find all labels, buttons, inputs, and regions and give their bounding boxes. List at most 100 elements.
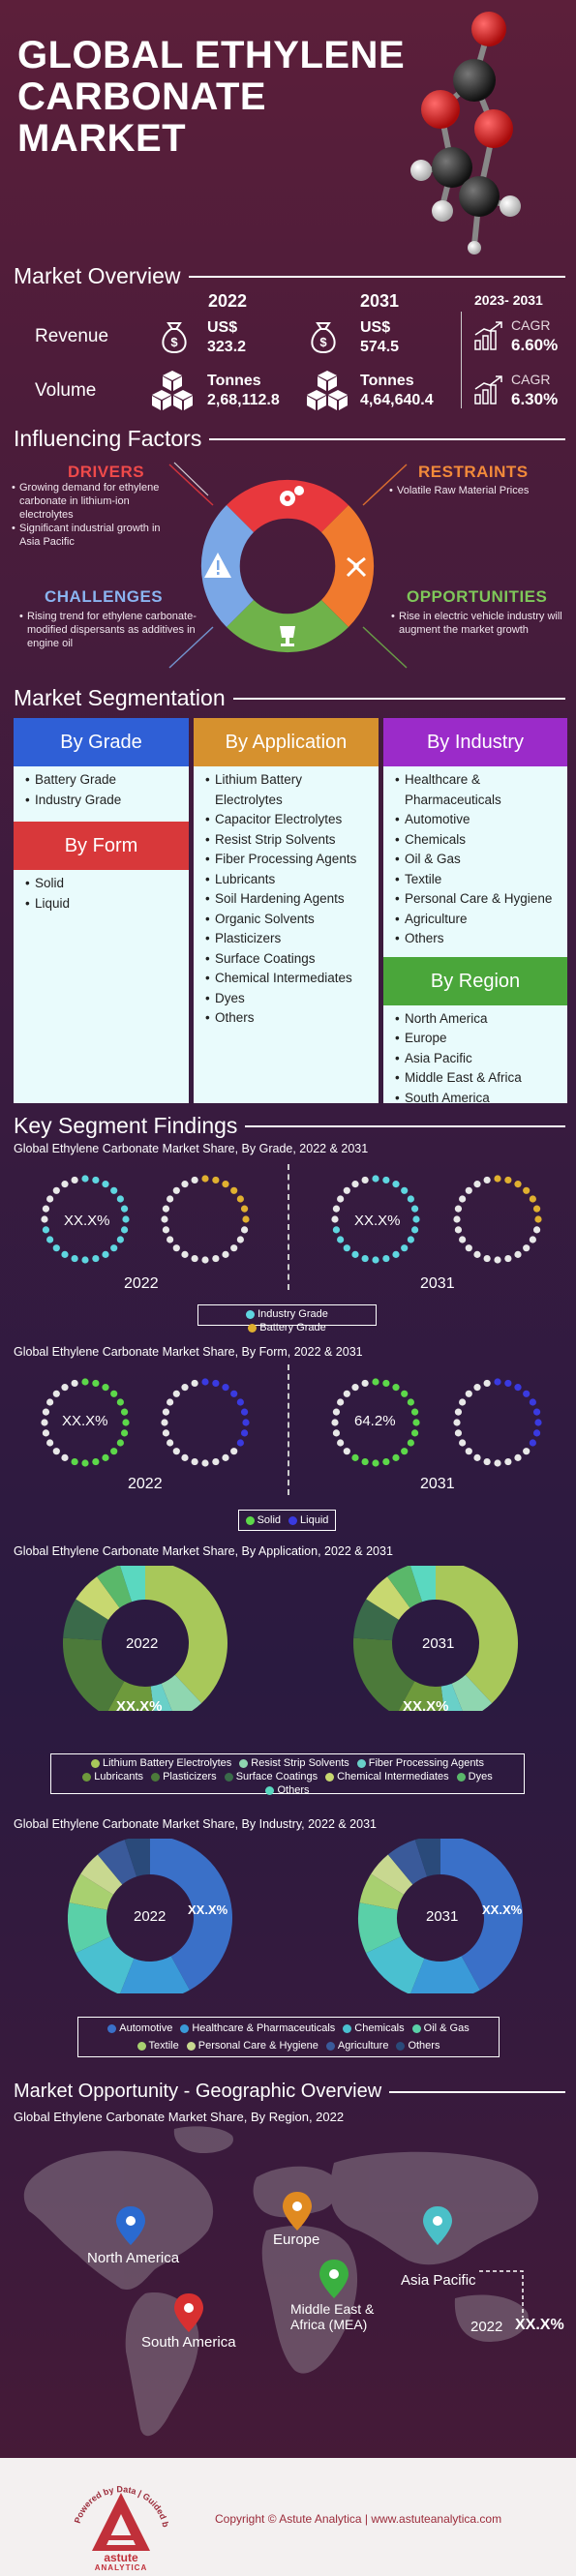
list-item: Battery Grade [25,770,181,791]
ring-dot [361,1457,369,1466]
legend-label: Automotive [119,2022,173,2034]
ring-dot [392,1250,400,1258]
donut-slice [353,1599,400,1641]
list-item: Soil Hardening Agents [205,889,371,910]
ring-dot [361,1379,369,1388]
ring-dot [230,1186,238,1194]
ring-dot [401,1244,409,1252]
ring-dot [42,1408,50,1416]
ring-dot [532,1205,541,1213]
by-form-list: Solid Liquid [14,870,189,917]
ring-dot [494,1459,501,1467]
legend-item: Lubricants [82,1771,143,1782]
industry-center-b: 2031 [426,1908,459,1925]
ring-dot [412,1419,420,1426]
ring-dot [332,1226,341,1234]
factors-heading-text: Influencing Factors [14,426,202,451]
application-center-a: 2022 [126,1635,159,1652]
ring-dot [236,1236,244,1243]
region-label-mea: Middle East & Africa (MEA) [290,2301,374,2332]
cubes-icon [152,371,193,410]
donut-slice [63,1637,125,1711]
geography-subtitle: Global Ethylene Carbonate Market Share, … [14,2110,345,2124]
ring-dot [236,1439,244,1447]
grade-year-b: 2031 [420,1275,455,1292]
legend-label: Fiber Processing Agents [368,1757,484,1769]
donut-slice [63,1599,109,1641]
legend-label: Plasticizers [163,1771,217,1782]
ring-dot [116,1195,124,1203]
list-item: Automotive [395,810,560,830]
legend-item: Lithium Battery Electrolytes [91,1757,231,1769]
geography-heading: Market Opportunity - Geographic Overview [14,2081,565,2103]
challenges-list: Rising trend for ethylene carbonate-modi… [19,610,198,650]
asia-pacific-pin [423,2206,452,2245]
legend-label: Chemicals [354,2022,405,2034]
ring-dot [454,1408,463,1416]
legend-label: Healthcare & Pharmaceuticals [192,2022,336,2034]
ring-dot [351,1250,359,1258]
volume-unit-start: Tonnes [207,373,261,389]
ring-dot [92,1254,100,1263]
factors-wheel [168,462,408,669]
ring-dot [120,1408,129,1416]
svg-text:$: $ [170,335,178,349]
form-legend: Solid Liquid [238,1510,336,1531]
ring-dot [122,1215,130,1223]
ring-dot [230,1448,238,1455]
donut-slice [371,1854,413,1895]
ring-dot [331,1215,339,1223]
ring-dot [81,1459,89,1467]
ring-dot [102,1384,109,1392]
ring-dot [42,1205,50,1213]
donut-slice [97,1840,137,1885]
volume-unit-end: Tonnes [360,373,414,389]
volume-start: Tonnes 2,68,112.8 [207,372,280,410]
list-item: Oil & Gas [395,850,560,870]
ring-dot [523,1244,531,1252]
list-item: Asia Pacific [395,1049,560,1069]
revenue-end: US$ 574.5 [360,318,399,357]
title-line: MARKET [17,117,187,160]
legend-label: Industry Grade [258,1308,328,1320]
by-region-list: North America Europe Asia Pacific Middle… [383,1005,567,1113]
ring-dot [46,1236,54,1243]
ring-dot [116,1236,124,1243]
ring-dot [81,1256,89,1264]
ring-dot [161,1215,168,1223]
title-line: GLOBAL ETHYLENE [17,34,406,76]
list-item: Capacitor Electrolytes [205,810,371,830]
ring-dot [71,1176,78,1184]
chart-divider [288,1164,289,1290]
ring-dot [71,1379,78,1388]
donut-slice [358,1902,402,1954]
ring-dot [167,1398,174,1406]
ring-dot [534,1215,542,1223]
donut-slice [410,1956,480,1993]
donut-slice [145,1566,227,1703]
chart-divider [288,1364,289,1495]
list-item: Solid [25,874,181,894]
ring-dot [222,1250,229,1258]
south-america-pin [174,2293,203,2332]
svg-text:astute: astute [104,2551,138,2564]
ring-dot [191,1379,198,1388]
application-center-b: 2031 [422,1635,455,1652]
cagr-period: 2023- 2031 [474,292,543,308]
ring-dot [514,1384,522,1392]
legend-item: Healthcare & Pharmaceuticals [180,2022,335,2034]
legend-item: Fiber Processing Agents [356,1757,484,1769]
astute-analytica-logo: Powered by Data | Guided by Intelligence… [58,2466,170,2572]
grade-legend: Industry Grade Battery Grade [197,1304,377,1333]
ring-dot [162,1408,170,1416]
molecule-icon [410,12,521,255]
grade-dot-rings [41,1175,542,1264]
findings-heading: Key Segment Findings [14,1113,565,1139]
legend-label: Dyes [468,1771,493,1782]
legend-item: Battery Grade [248,1322,326,1333]
volume-cagr-value: 6.30% [511,390,559,408]
list-item: Healthcare & Pharmaceuticals [395,770,560,810]
overview-heading: Market Overview [14,263,565,289]
donut-slice [97,1566,133,1608]
ring-dot [46,1439,54,1447]
